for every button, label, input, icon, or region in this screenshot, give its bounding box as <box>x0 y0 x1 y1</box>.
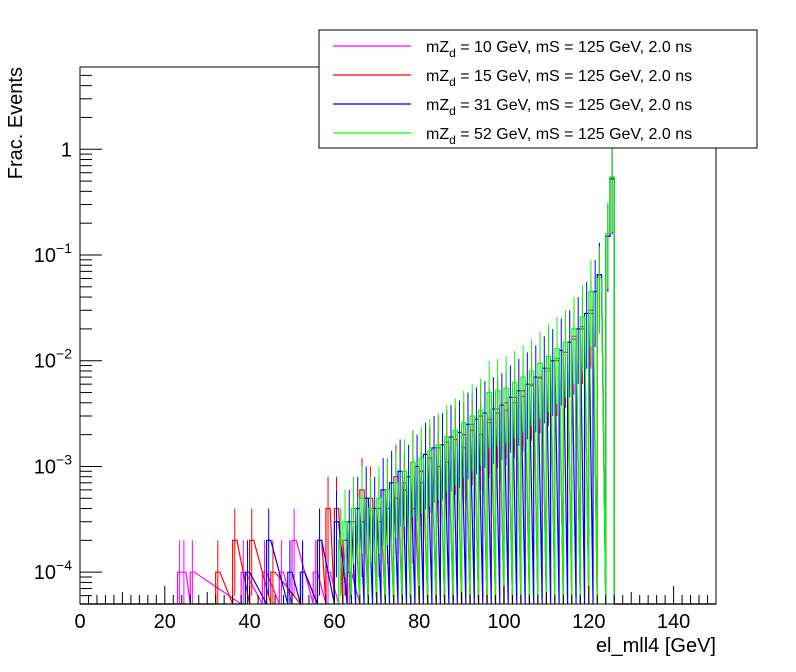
y-tick-label: 10−3 <box>34 451 72 478</box>
legend-box <box>318 29 758 149</box>
x-tick-label: 100 <box>487 611 520 633</box>
legend: mZd = 10 GeV, mS = 125 GeV, 2.0 ns mZd = … <box>318 29 758 149</box>
x-tick-label: 60 <box>323 611 345 633</box>
y-axis: 10−4 10−3 10−2 10−1 1 <box>34 66 102 605</box>
y-tick-label: 1 <box>61 139 72 161</box>
x-tick-label: 20 <box>154 611 176 633</box>
x-tick-label: 80 <box>408 611 430 633</box>
x-tick-label: 40 <box>238 611 260 633</box>
series-layer <box>80 144 716 606</box>
legend-entry-label: mZd = 31 GeV, mS = 125 GeV, 2.0 ns <box>426 97 692 118</box>
y-tick-label: 10−1 <box>34 240 72 267</box>
x-axis-title: el_mll4 [GeV] <box>596 635 716 657</box>
legend-entry-label: mZd = 10 GeV, mS = 125 GeV, 2.0 ns <box>426 39 692 60</box>
x-tick-label: 140 <box>657 611 690 633</box>
legend-entry-label: mZd = 15 GeV, mS = 125 GeV, 2.0 ns <box>426 68 692 89</box>
y-tick-label: 10−2 <box>34 346 72 373</box>
legend-entry-label: mZd = 52 GeV, mS = 125 GeV, 2.0 ns <box>426 126 692 147</box>
series-3-line <box>80 177 716 605</box>
y-tick-label: 10−4 <box>34 557 72 584</box>
x-tick-label: 120 <box>572 611 605 633</box>
x-axis: 0 20 40 60 80 100 120 140 <box>74 586 717 633</box>
y-axis-title: Frac. Events <box>5 67 27 179</box>
x-tick-label: 0 <box>74 611 85 633</box>
